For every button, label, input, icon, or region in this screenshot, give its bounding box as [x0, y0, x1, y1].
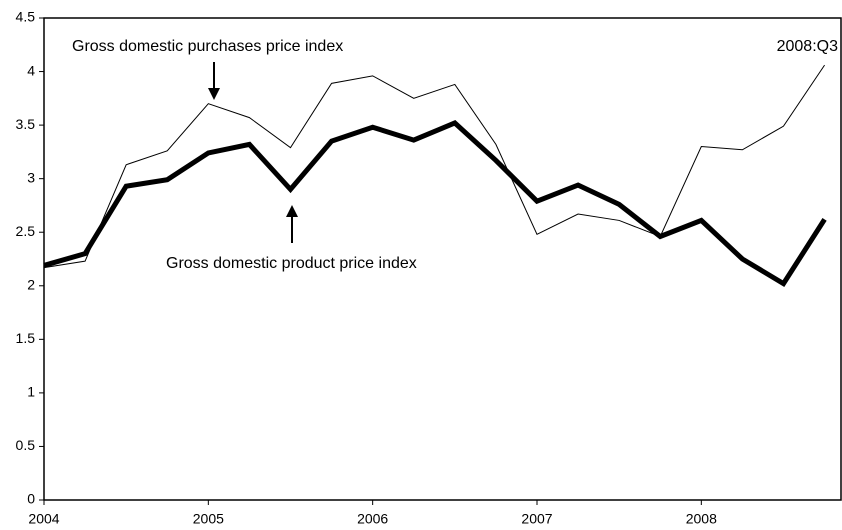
- y-tick-label: 4.5: [16, 9, 36, 25]
- arrow-head: [208, 88, 220, 100]
- x-tick-label: 2008: [686, 511, 717, 527]
- y-tick-label: 2.5: [16, 223, 36, 239]
- y-tick-label: 3.5: [16, 116, 36, 132]
- y-tick-label: 3: [27, 169, 35, 185]
- y-tick-label: 1.5: [16, 330, 36, 346]
- arrows: [208, 62, 298, 243]
- series-annotation: Gross domestic product price index: [166, 255, 417, 272]
- series-line: [43, 64, 825, 269]
- y-tick-label: 4: [27, 62, 35, 78]
- x-tick-label: 2004: [28, 511, 59, 527]
- plot-frame: [43, 17, 842, 501]
- y-tick-label: 1: [27, 384, 35, 400]
- series-annotation: Gross domestic purchases price index: [72, 38, 343, 55]
- y-tick-label: 0.5: [16, 437, 36, 453]
- x-tick-label: 2007: [521, 511, 552, 527]
- x-tick-label: 2005: [193, 511, 224, 527]
- x-tick-label: 2006: [357, 511, 388, 527]
- arrow-head: [286, 205, 298, 217]
- y-tick-label: 0: [27, 491, 35, 507]
- y-tick-label: 2: [27, 276, 35, 292]
- series-line: [43, 120, 827, 288]
- date-annotation: 2008:Q3: [777, 38, 838, 55]
